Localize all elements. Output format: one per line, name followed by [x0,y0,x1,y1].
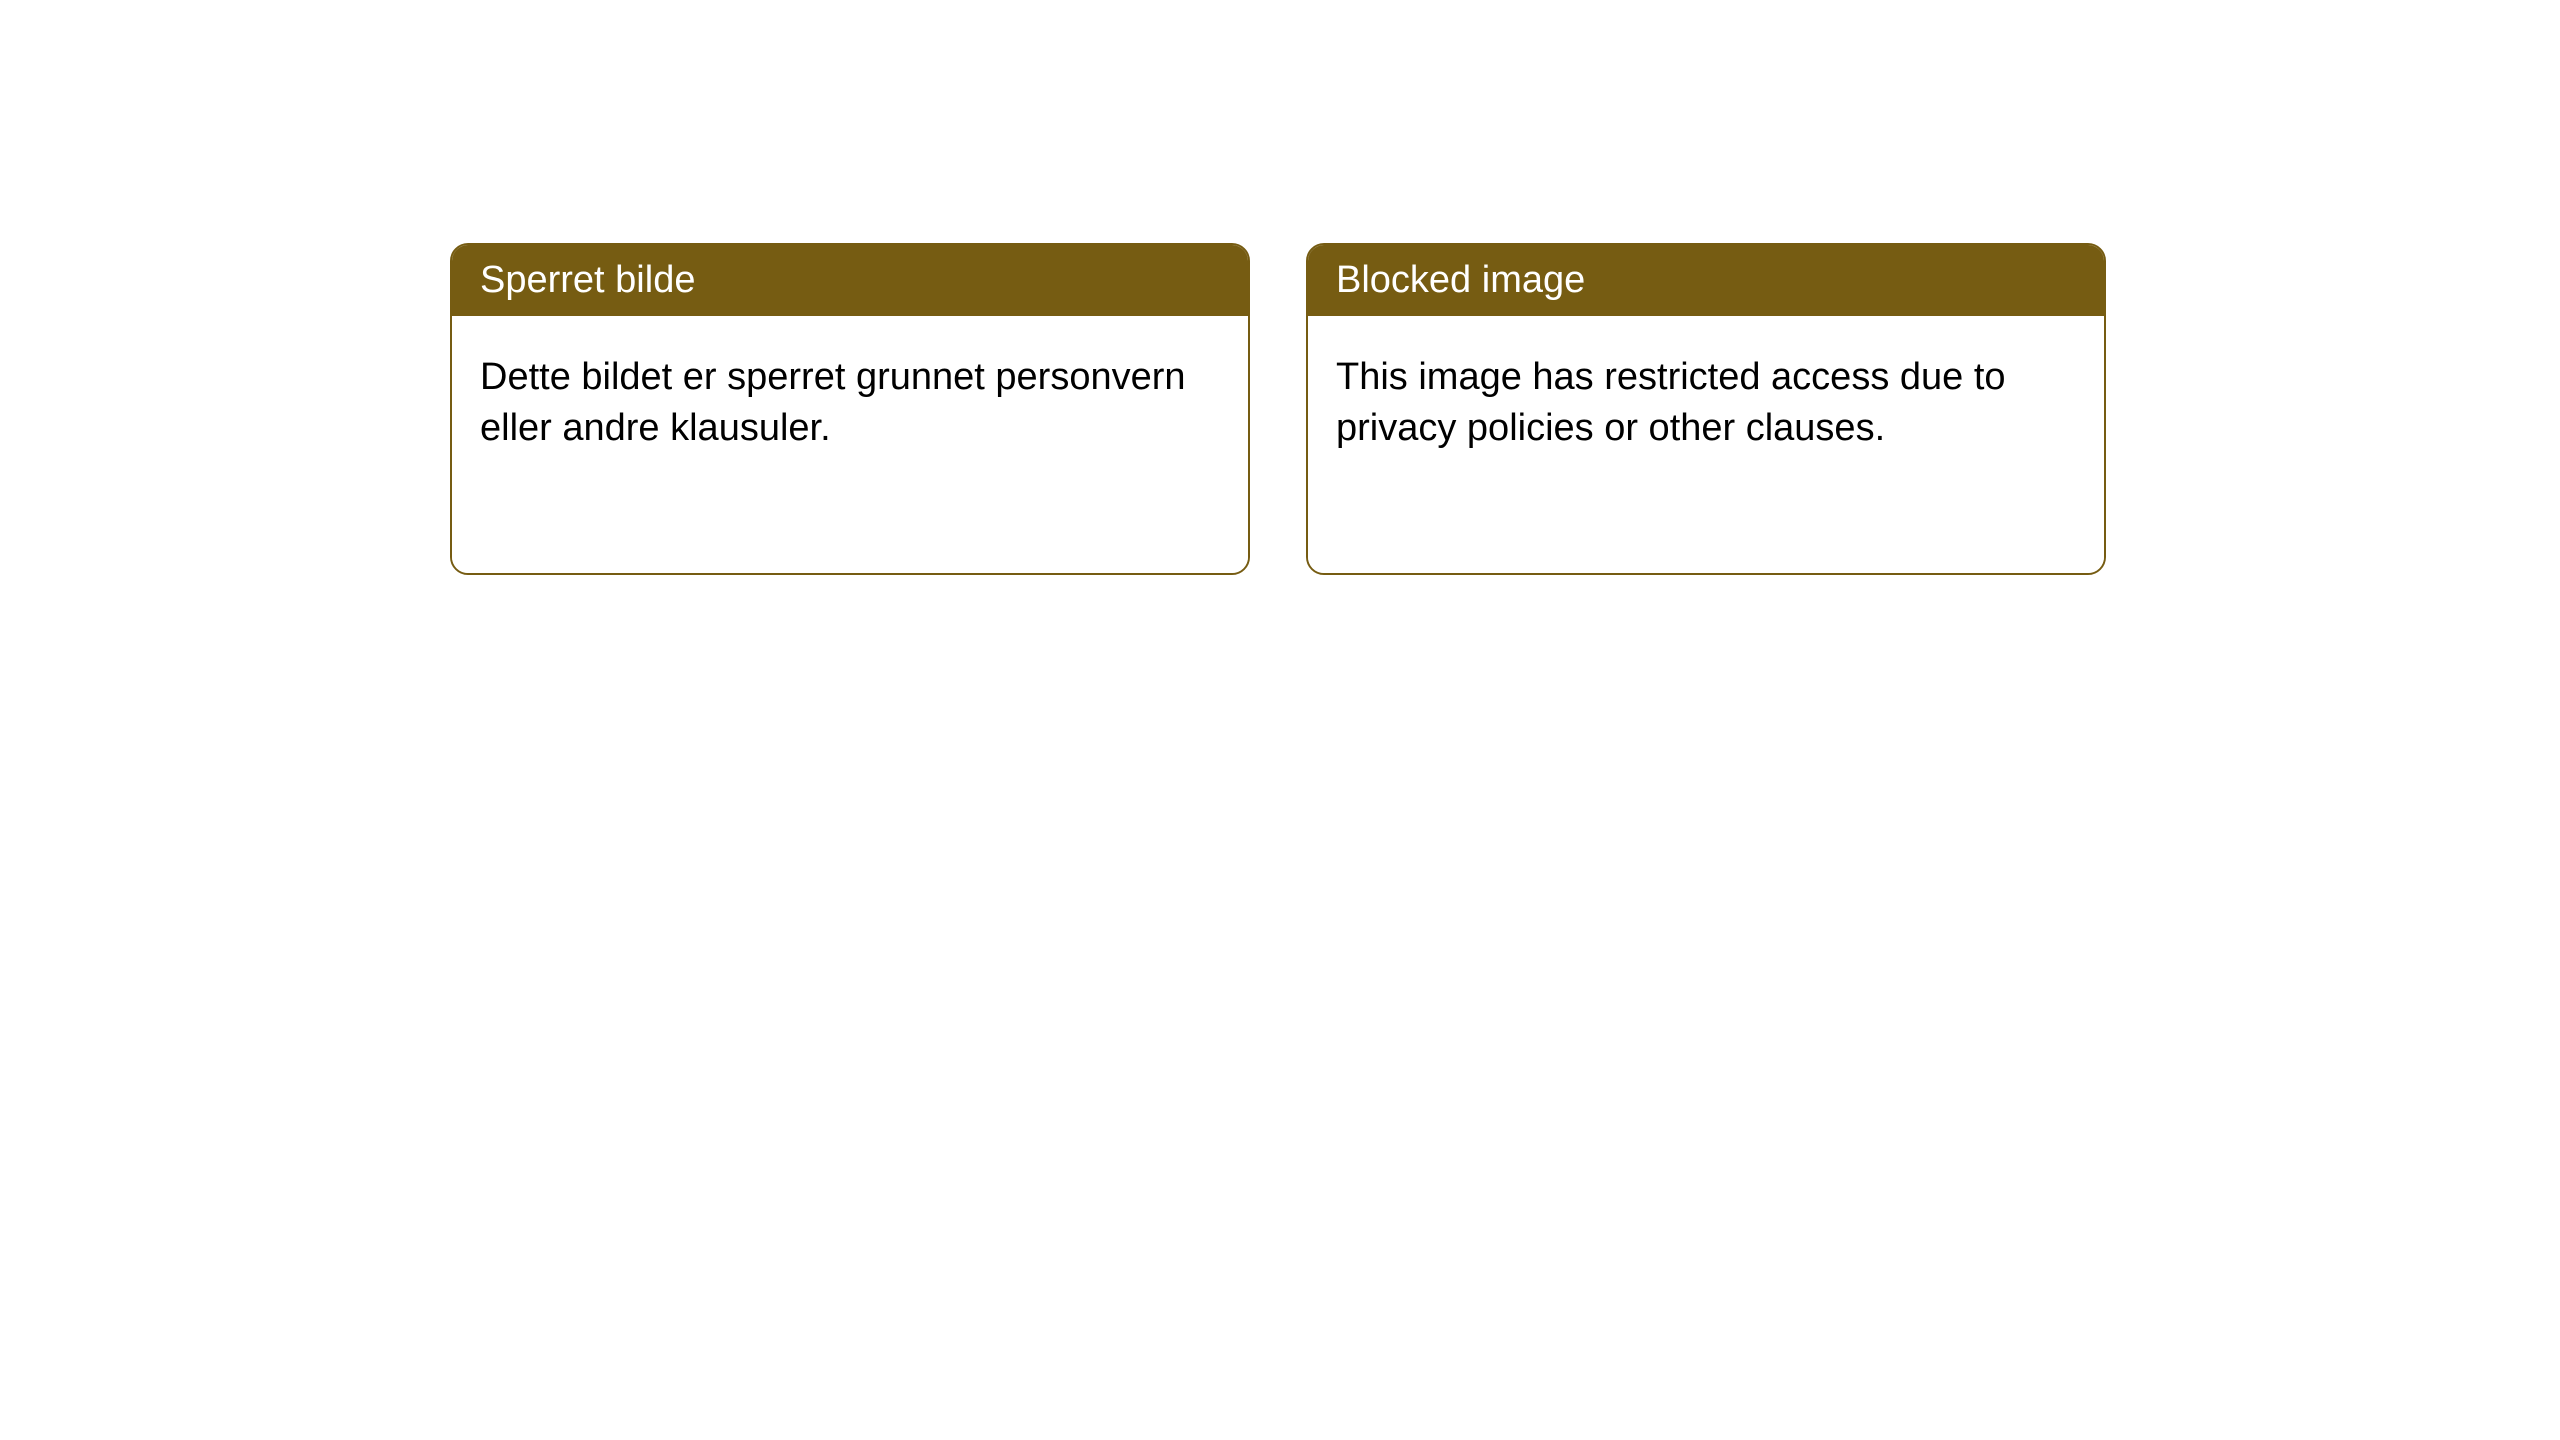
card-body-text: This image has restricted access due to … [1336,356,2006,449]
notice-card-norwegian: Sperret bilde Dette bildet er sperret gr… [450,243,1250,575]
notice-cards-container: Sperret bilde Dette bildet er sperret gr… [450,243,2106,575]
notice-card-english: Blocked image This image has restricted … [1306,243,2106,575]
card-title: Sperret bilde [480,259,695,301]
card-body: This image has restricted access due to … [1308,316,2104,573]
card-body-text: Dette bildet er sperret grunnet personve… [480,356,1186,449]
card-header: Sperret bilde [452,245,1248,316]
card-body: Dette bildet er sperret grunnet personve… [452,316,1248,573]
card-title: Blocked image [1336,259,1585,301]
card-header: Blocked image [1308,245,2104,316]
